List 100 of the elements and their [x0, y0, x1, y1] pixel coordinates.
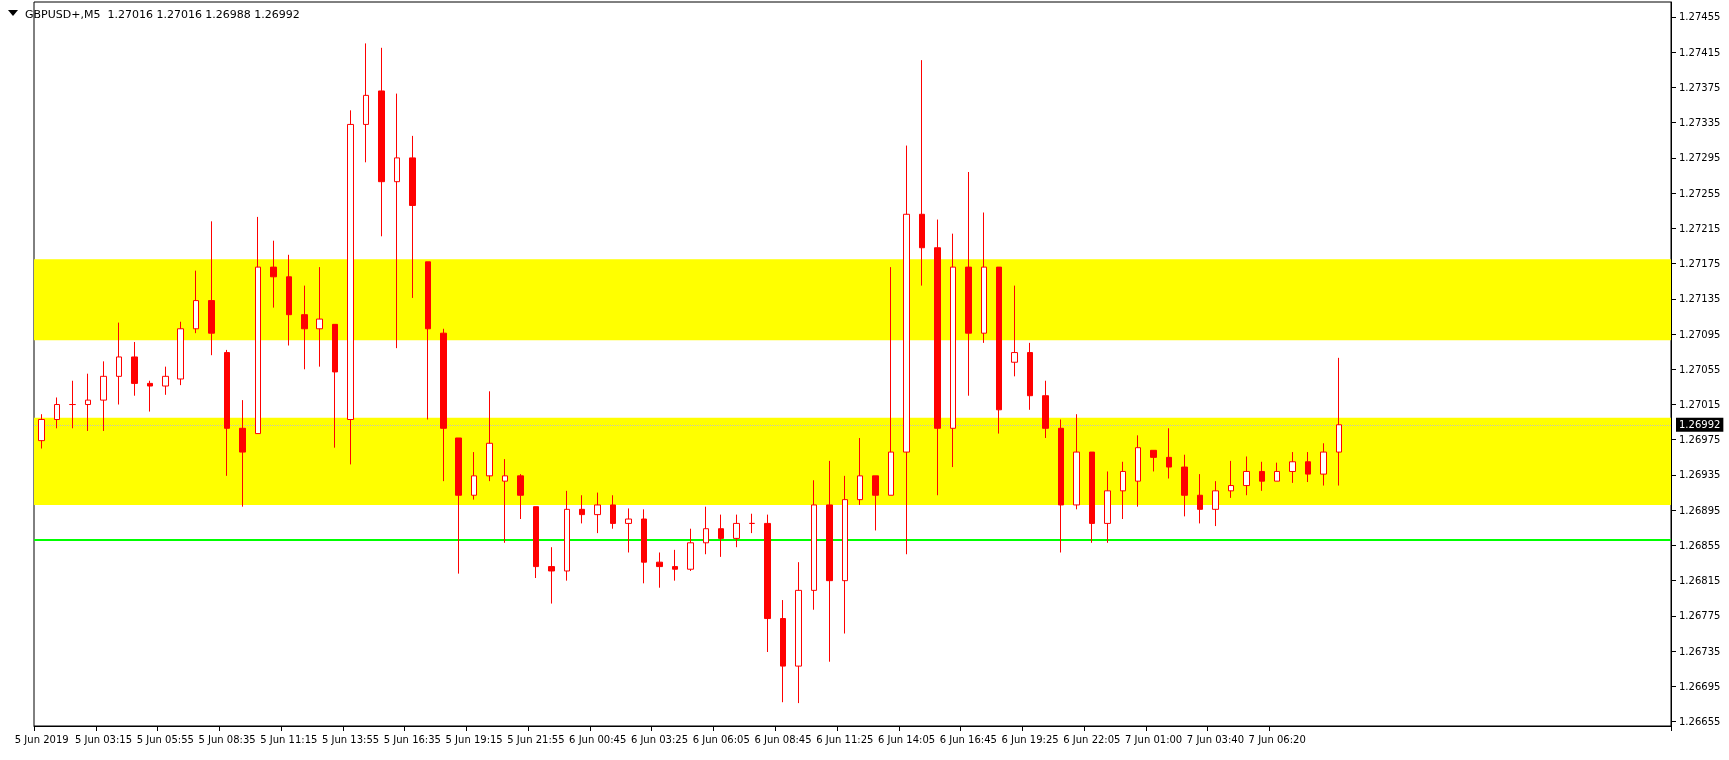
candlestick: [471, 451, 477, 501]
x-tick-label: 6 Jun 16:45: [939, 733, 997, 745]
candlestick: [378, 47, 385, 237]
candlestick: [934, 219, 941, 496]
y-tick-label: 1.26695: [1679, 680, 1721, 692]
candlestick: [1212, 480, 1219, 527]
x-tick-label: 6 Jun 03:25: [630, 733, 689, 745]
candlestick: [919, 59, 925, 287]
candlestick: [286, 254, 292, 346]
candlestick: [811, 479, 817, 611]
candlestick: [872, 475, 879, 531]
candlestick: [332, 323, 338, 449]
x-tick-label: 6 Jun 00:45: [569, 733, 627, 745]
candlestick: [1135, 434, 1141, 508]
y-tick-label: 1.26775: [1679, 610, 1721, 622]
y-tick-label: 1.26855: [1679, 539, 1721, 551]
x-tick-label: 6 Jun 19:25: [1001, 733, 1059, 745]
candlestick: [1289, 451, 1296, 484]
candlestick: [1073, 413, 1080, 510]
candlestick: [363, 42, 369, 163]
candlestick: [548, 546, 555, 605]
y-tick-label: 1.26975: [1679, 434, 1721, 446]
candlestick: [425, 261, 431, 420]
x-tick-label: 6 Jun 11:25: [816, 733, 874, 745]
candlestick: [1120, 461, 1126, 520]
x-tick-label: 5 Jun 08:35: [198, 733, 256, 745]
candlestick: [409, 135, 416, 299]
candlestick: [1027, 342, 1033, 411]
candlestick: [517, 473, 524, 520]
candlestick: [131, 341, 138, 397]
candlestick: [903, 145, 910, 555]
y-tick-label: 1.27175: [1679, 258, 1721, 270]
x-tick-label: 7 Jun 06:20: [1248, 733, 1306, 745]
x-tick-label: 7 Jun 01:00: [1125, 733, 1183, 745]
y-tick-label: 1.27135: [1679, 293, 1721, 305]
y-tick-label: 1.27055: [1679, 363, 1721, 375]
candlestick: [255, 216, 261, 435]
candlestick: [857, 437, 863, 506]
candlestick: [795, 561, 802, 704]
candlestick: [687, 528, 694, 572]
candlestick: [116, 322, 122, 406]
x-tick-label: 5 Jun 19:15: [445, 733, 503, 745]
x-tick-label: 7 Jun 03:40: [1186, 733, 1245, 745]
candlestick: [888, 266, 894, 496]
y-tick-label: 1.27255: [1679, 187, 1721, 199]
candlestick: [965, 171, 972, 397]
candlestick: [1150, 449, 1157, 472]
candlestick: [610, 494, 616, 530]
candlestick: [1259, 461, 1265, 492]
candlestick: [502, 458, 508, 544]
candlestick: [69, 380, 76, 429]
candlestick: [147, 380, 153, 413]
candlestick: [826, 460, 833, 663]
candlestick: [764, 514, 771, 653]
candlestick: [1011, 285, 1018, 377]
candlestick: [270, 240, 277, 309]
candlestick: [996, 266, 1002, 435]
candlestick: [455, 437, 462, 575]
y-tick-label: 1.27015: [1679, 399, 1721, 411]
candlestick: [1336, 357, 1342, 487]
x-tick-label: 6 Jun 08:45: [754, 733, 812, 745]
candlestick: [1305, 451, 1311, 483]
candlestick: [594, 492, 601, 534]
candlestick: [316, 266, 323, 368]
candlestick: [193, 270, 199, 334]
y-tick-label: 1.26735: [1679, 645, 1721, 657]
candlestick: [579, 494, 585, 524]
y-tick-label: 1.27375: [1679, 81, 1721, 93]
candlestick: [625, 507, 632, 553]
x-tick-label: 5 Jun 03:15: [74, 733, 133, 745]
candlestick: [224, 349, 230, 477]
candlestick: [1181, 454, 1188, 517]
x-tick-label: 5 Jun 13:55: [322, 733, 380, 745]
y-tick-label: 1.26935: [1679, 469, 1721, 481]
ref-line-label: 1.26992: [1679, 419, 1721, 431]
candlestick: [1243, 455, 1250, 496]
candlestick: [641, 508, 647, 584]
candlestick: [177, 321, 184, 386]
y-tick-label: 1.26655: [1679, 716, 1721, 728]
candlestick: [440, 328, 447, 482]
text: GBPUSD+,M5 1.27016 1.27016 1.26988 1.26992: [25, 8, 300, 21]
x-tick-label: 6 Jun 22:05: [1063, 733, 1121, 745]
y-tick-label: 1.27095: [1679, 328, 1721, 340]
candlestick: [749, 513, 755, 534]
x-tick-label: 5 Jun 05:55: [136, 733, 194, 745]
y-tick-label: 1.26815: [1679, 575, 1721, 587]
candlestick: [1228, 460, 1234, 499]
y-tick-label: 1.27415: [1679, 46, 1721, 58]
y-tick-label: 1.27295: [1679, 152, 1721, 164]
x-tick-label: 6 Jun 14:05: [877, 733, 936, 745]
candlestick: [656, 551, 663, 589]
x-tick-label: 5 Jun 11:15: [260, 733, 318, 745]
candlestick: [486, 390, 493, 482]
candlestick: [533, 506, 539, 579]
x-tick-label: 5 Jun 21:55: [507, 733, 565, 745]
candlestick: [842, 475, 848, 635]
candlestick: [301, 285, 308, 370]
candlestick: [347, 109, 354, 465]
candlestick: [1197, 473, 1203, 524]
y-tick-label: 1.27455: [1679, 11, 1721, 23]
